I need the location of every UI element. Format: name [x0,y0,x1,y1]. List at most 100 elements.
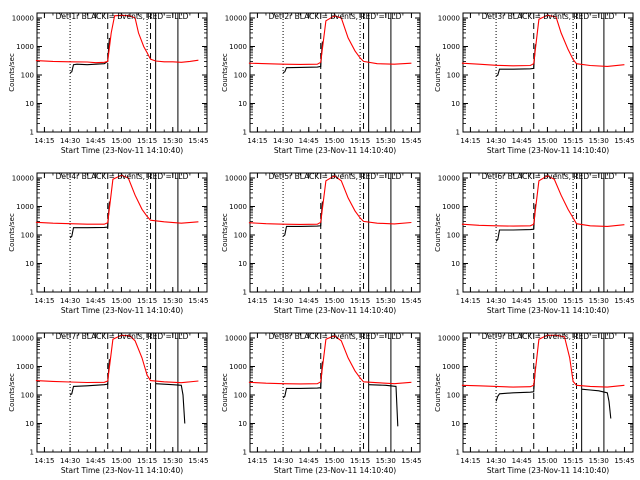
series-line-lld [248,335,412,385]
x-tick-label: 15:30 [163,297,183,305]
chart-panel-5: 1 10 100 1000 10000 14:15 14:30 14:45 15:00 15:15… [221,172,422,315]
x-tick-label: 14:30 [273,297,293,305]
y-axis-label: Counts/sec [434,373,442,412]
series-line-events [495,204,536,242]
x-tick-label: 15:30 [376,297,396,305]
x-tick-label: 14:15 [34,297,54,305]
y-tick-label: 10000 [12,15,34,23]
y-tick-label: 100 [21,72,34,80]
x-tick-label: 15:15 [137,137,157,145]
x-tick-label: 14:30 [273,457,293,465]
x-axis-label: Start Time (23-Nov-11 14:10:40) [61,146,183,155]
y-tick-label: 1000 [229,363,247,371]
x-tick-label: 15:45 [614,137,634,145]
x-axis-label: Start Time (23-Nov-11 14:10:40) [487,306,609,315]
series-line-lld [35,14,199,64]
chart-title: Det 2r BLACK = Events, RED = LLD [269,12,402,21]
y-tick-label: 10 [451,420,460,428]
x-tick-label: 14:45 [86,137,106,145]
series-line-lld [461,334,625,388]
x-axis-label: Start Time (23-Nov-11 14:10:40) [274,306,396,315]
x-tick-label: 15:45 [188,297,208,305]
x-tick-label: 15:45 [614,457,634,465]
y-tick-label: 1000 [442,203,460,211]
y-tick-label: 10000 [12,175,34,183]
y-tick-label: 10 [451,100,460,108]
x-tick-label: 15:45 [401,297,421,305]
chart-title: Det 1r BLACK = Events, RED = LLD [56,12,189,21]
chart-title: Det 3r BLACK = Events, RED = LLD [482,12,615,21]
x-tick-label: 15:30 [589,297,609,305]
x-tick-label: 14:15 [247,297,267,305]
x-tick-label: 14:45 [86,297,106,305]
y-tick-label: 1 [30,129,34,137]
plot-frame [249,12,421,133]
y-axis-label: Counts/sec [221,213,229,252]
x-tick-label: 15:15 [563,297,583,305]
y-tick-label: 1000 [442,43,460,51]
x-tick-label: 14:45 [299,457,319,465]
x-tick-label: 15:00 [537,137,557,145]
chart-panel-4: 1 10 100 1000 10000 14:15 14:30 14:45 15:00 15:15… [8,172,209,315]
y-tick-label: 100 [447,232,460,240]
x-tick-label: 14:15 [460,457,480,465]
y-tick-label: 100 [447,72,460,80]
x-tick-label: 15:30 [589,457,609,465]
series-line-lld [248,15,412,65]
series-line-events-after [155,383,186,424]
series-line-lld [248,175,412,225]
chart-panel-7: 1 10 100 1000 10000 14:15 14:30 14:45 15:00 15:15… [8,332,209,475]
x-tick-label: 15:30 [376,457,396,465]
y-tick-label: 1 [456,449,460,457]
x-tick-label: 15:00 [324,297,344,305]
plot-frame [36,12,208,133]
chart-title: Det 4r BLACK = Events, RED = LLD [56,172,189,181]
x-tick-label: 14:30 [486,457,506,465]
x-tick-label: 15:00 [324,137,344,145]
chart-panel-6: 1 10 100 1000 10000 14:15 14:30 14:45 15:00 15:15… [434,172,635,315]
x-tick-label: 14:45 [299,297,319,305]
x-tick-label: 15:45 [401,137,421,145]
x-tick-label: 15:00 [537,297,557,305]
series-line-lld [35,174,199,225]
x-tick-label: 14:15 [247,137,267,145]
x-tick-label: 14:30 [486,297,506,305]
chart-title: Det 8r BLACK = Events, RED = LLD [269,332,402,341]
y-tick-label: 1 [243,289,247,297]
x-tick-label: 14:15 [34,457,54,465]
y-tick-label: 100 [234,72,247,80]
plot-frame [249,172,421,293]
x-tick-label: 15:45 [188,137,208,145]
x-tick-label: 14:30 [60,457,80,465]
y-tick-label: 10000 [438,15,460,23]
y-tick-label: 1000 [16,43,34,51]
x-axis-label: Start Time (23-Nov-11 14:10:40) [274,146,396,155]
y-axis-label: Counts/sec [434,213,442,252]
x-tick-label: 14:30 [486,137,506,145]
x-tick-label: 14:30 [60,137,80,145]
y-tick-label: 1 [30,289,34,297]
x-tick-label: 15:00 [324,457,344,465]
x-tick-label: 15:30 [163,137,183,145]
x-tick-label: 14:45 [299,137,319,145]
x-tick-label: 15:15 [350,297,370,305]
x-tick-label: 14:45 [512,297,532,305]
y-tick-label: 100 [234,392,247,400]
series-line-lld [461,14,625,67]
plot-frame [249,332,421,453]
chart-panel-9: 1 10 100 1000 10000 14:15 14:30 14:45 15:00 15:15… [434,332,635,475]
x-axis-label: Start Time (23-Nov-11 14:10:40) [61,306,183,315]
series-line-events [495,44,536,77]
series-line-events [69,37,110,74]
series-line-events [69,201,110,239]
chart-title: Det 6r BLACK = Events, RED = LLD [482,172,615,181]
y-axis-label: Counts/sec [221,373,229,412]
x-axis-label: Start Time (23-Nov-11 14:10:40) [487,466,609,475]
x-tick-label: 14:15 [34,137,54,145]
chart-title: Det 7r BLACK = Events, RED = LLD [56,332,189,341]
x-tick-label: 15:45 [188,457,208,465]
chart-panel-2: 1 10 100 1000 10000 14:15 14:30 14:45 15:00 15:15… [221,12,422,155]
y-tick-label: 100 [21,232,34,240]
series-line-events [282,361,323,399]
y-tick-label: 1000 [229,203,247,211]
